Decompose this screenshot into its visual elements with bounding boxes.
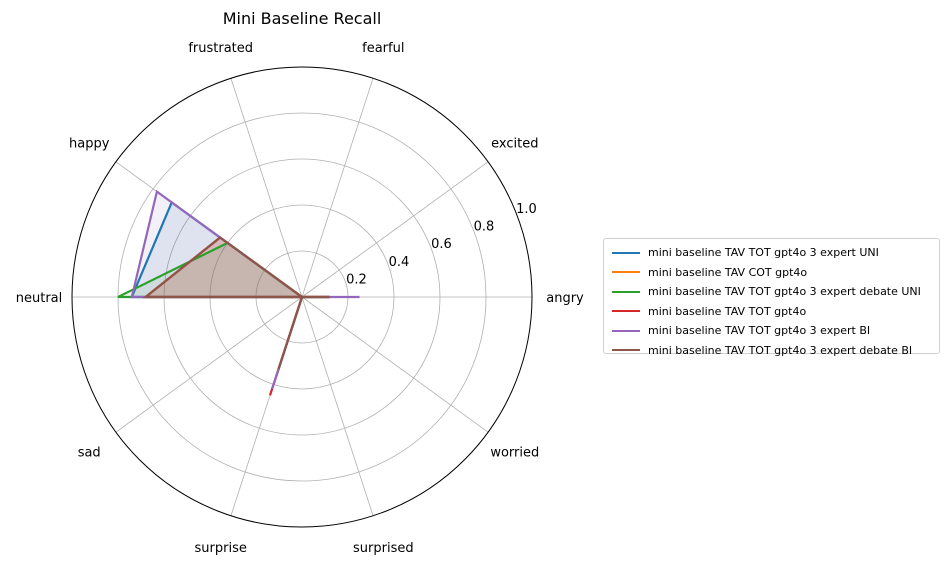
legend-swatch: [612, 251, 640, 254]
category-label: fearful: [362, 41, 404, 56]
legend: mini baseline TAV TOT gpt4o 3 expert UNI…: [603, 238, 940, 357]
radar-labels: angry excited fearful frustrated happy neutra…: [16, 41, 584, 556]
legend-item: mini baseline TAV TOT gpt4o 3 expert deb…: [612, 341, 931, 361]
category-label: surprise: [195, 541, 247, 556]
legend-label: mini baseline TAV COT gpt4o: [648, 265, 808, 279]
series-fill: [131, 191, 360, 389]
category-label: neutral: [16, 291, 63, 306]
legend-label: mini baseline TAV TOT gpt4o 3 expert UNI: [648, 246, 879, 260]
category-label: excited: [491, 136, 538, 151]
legend-swatch: [612, 349, 640, 352]
grid-spoke: [301, 161, 489, 298]
legend-label: mini baseline TAV TOT gpt4o 3 expert deb…: [648, 343, 913, 357]
legend-item: mini baseline TAV TOT gpt4o 3 expert BI: [612, 321, 931, 341]
category-label: worried: [490, 446, 539, 461]
r-tick-label: 0.6: [431, 237, 452, 252]
legend-swatch: [612, 271, 640, 274]
series-fill: [145, 237, 330, 396]
legend-item: mini baseline TAV TOT gpt4o 3 expert deb…: [612, 282, 931, 302]
r-tick-label: 0.8: [474, 220, 495, 235]
category-label: angry: [546, 291, 584, 306]
legend-label: mini baseline TAV TOT gpt4o 3 expert deb…: [648, 285, 921, 299]
chart-title: Mini Baseline Recall: [223, 9, 382, 28]
series-fill: [145, 237, 330, 370]
legend-swatch: [612, 310, 640, 313]
category-label: happy: [69, 136, 110, 151]
grid-spoke: [301, 296, 489, 433]
radar-series: [117, 189, 360, 396]
category-label: frustrated: [188, 41, 253, 56]
grid-spoke: [230, 78, 303, 298]
legend-label: mini baseline TAV TOT gpt4o 3 expert BI: [648, 324, 871, 338]
r-tick-label: 0.2: [346, 272, 367, 287]
legend-swatch: [612, 290, 640, 293]
legend-swatch: [612, 329, 640, 332]
legend-item: mini baseline TAV TOT gpt4o: [612, 302, 931, 322]
series-fill: [118, 242, 330, 370]
category-label: surprised: [353, 541, 414, 556]
legend-item: mini baseline TAV COT gpt4o: [612, 263, 931, 283]
legend-item: mini baseline TAV TOT gpt4o 3 expert UNI: [612, 243, 931, 263]
series-line: [142, 236, 330, 370]
grid-spoke: [301, 296, 374, 516]
legend-label: mini baseline TAV TOT gpt4o: [648, 304, 807, 318]
series-fill: [131, 202, 330, 376]
r-tick-label: 1.0: [516, 202, 537, 217]
r-tick-label: 0.4: [389, 255, 410, 270]
series-fill: [145, 237, 330, 370]
category-label: sad: [78, 446, 101, 461]
grid-spoke: [301, 78, 374, 298]
radar-outer-frame: [71, 66, 533, 528]
grid-spoke: [115, 296, 303, 433]
